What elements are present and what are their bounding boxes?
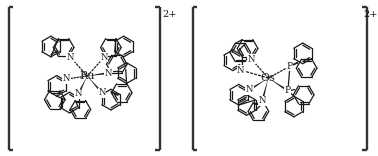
- Polygon shape: [261, 78, 268, 101]
- Text: 2+: 2+: [163, 10, 177, 19]
- Text: N: N: [75, 89, 82, 98]
- Polygon shape: [77, 76, 87, 94]
- Text: N: N: [259, 96, 266, 105]
- Text: N: N: [100, 53, 108, 62]
- Text: N: N: [98, 88, 106, 97]
- Text: 2+: 2+: [363, 10, 378, 19]
- Text: P: P: [285, 86, 291, 95]
- Text: N: N: [67, 53, 74, 62]
- Text: Os: Os: [261, 73, 276, 83]
- Text: Ru: Ru: [79, 71, 95, 81]
- Text: N: N: [63, 74, 70, 83]
- Text: N: N: [248, 55, 255, 64]
- Text: N: N: [104, 69, 112, 78]
- Polygon shape: [87, 76, 103, 93]
- Polygon shape: [268, 78, 288, 92]
- Polygon shape: [87, 72, 108, 76]
- Text: N: N: [237, 66, 245, 75]
- Text: P: P: [287, 62, 293, 71]
- Polygon shape: [249, 78, 268, 91]
- Text: N: N: [246, 85, 253, 94]
